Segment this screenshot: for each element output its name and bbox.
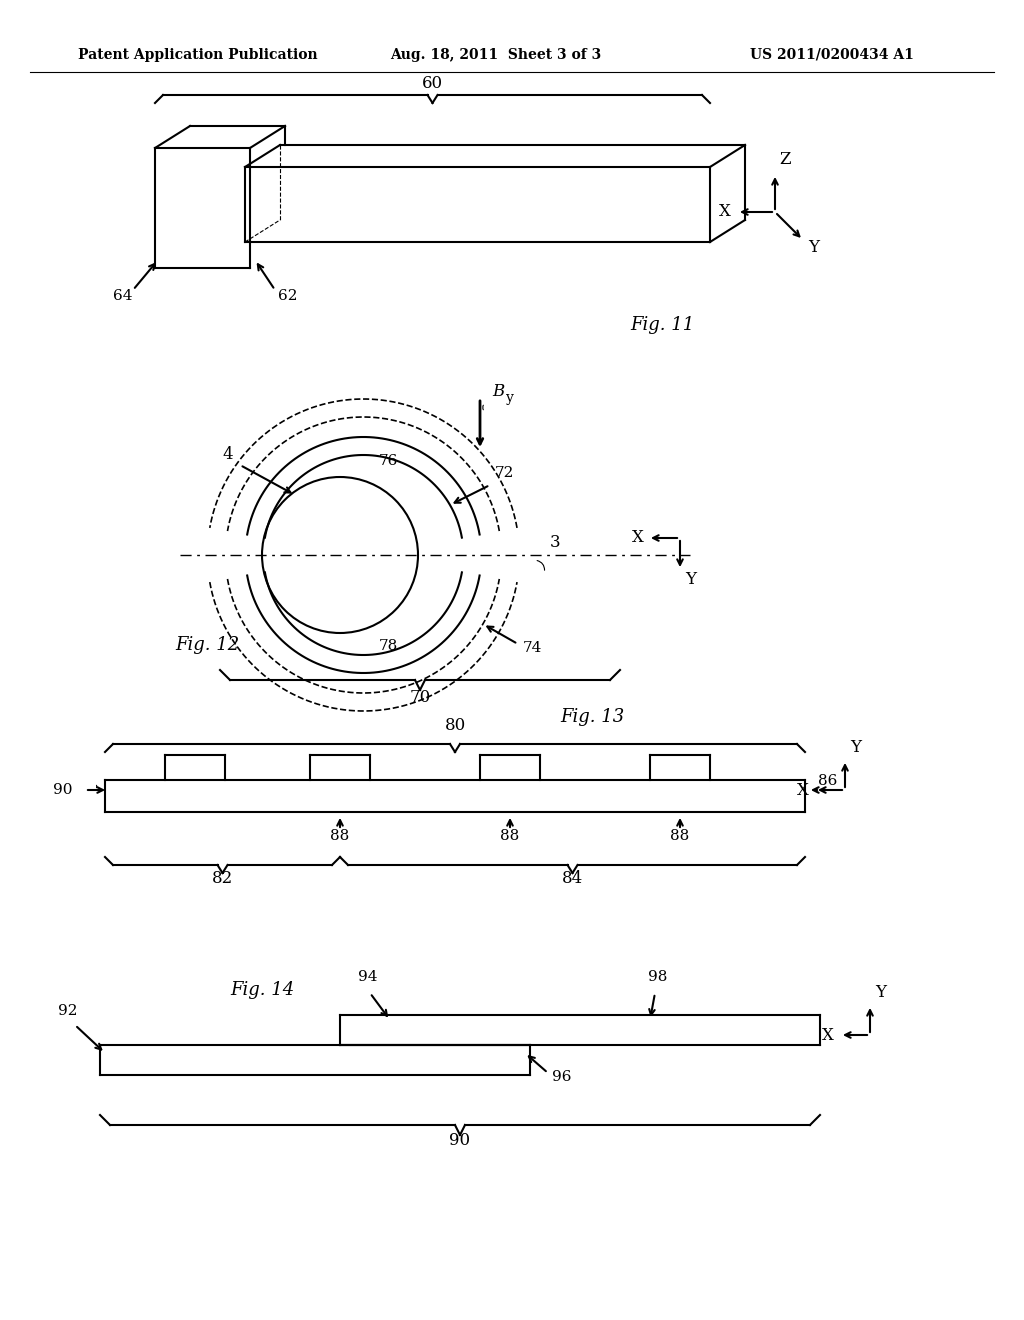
- Text: 94: 94: [358, 970, 378, 983]
- Text: 76: 76: [379, 454, 397, 469]
- Text: 90: 90: [53, 783, 73, 797]
- Text: 70: 70: [410, 689, 431, 706]
- Text: Y: Y: [874, 983, 886, 1001]
- Text: 88: 88: [331, 829, 349, 843]
- Text: X: X: [719, 203, 731, 220]
- Text: Fig. 12: Fig. 12: [175, 636, 240, 653]
- Text: 3: 3: [550, 535, 560, 550]
- Text: 92: 92: [58, 1005, 78, 1018]
- Text: 60: 60: [422, 74, 443, 91]
- Text: 86: 86: [818, 774, 838, 788]
- Text: US 2011/0200434 A1: US 2011/0200434 A1: [750, 48, 913, 62]
- Text: 90: 90: [450, 1133, 471, 1148]
- Text: 82: 82: [212, 870, 233, 887]
- Text: 88: 88: [671, 829, 689, 843]
- Text: Fig. 14: Fig. 14: [230, 981, 294, 999]
- Text: B: B: [492, 383, 504, 400]
- Text: 88: 88: [501, 829, 519, 843]
- Text: Fig. 11: Fig. 11: [630, 315, 694, 334]
- Text: Aug. 18, 2011  Sheet 3 of 3: Aug. 18, 2011 Sheet 3 of 3: [390, 48, 601, 62]
- Text: 84: 84: [562, 870, 583, 887]
- Text: X: X: [797, 781, 809, 799]
- Text: Z: Z: [779, 150, 791, 168]
- Text: 4: 4: [222, 446, 232, 463]
- Text: y: y: [506, 391, 514, 405]
- Text: 78: 78: [379, 639, 397, 653]
- Text: Y: Y: [685, 572, 696, 587]
- Text: Patent Application Publication: Patent Application Publication: [78, 48, 317, 62]
- Text: Y: Y: [850, 739, 861, 756]
- Text: Y: Y: [808, 239, 819, 256]
- Text: Fig. 13: Fig. 13: [560, 708, 625, 726]
- Text: 64: 64: [114, 289, 133, 304]
- Text: X: X: [822, 1027, 834, 1044]
- Text: 80: 80: [444, 717, 466, 734]
- Text: X: X: [632, 529, 644, 546]
- Text: 62: 62: [279, 289, 298, 304]
- Text: 98: 98: [648, 970, 668, 983]
- Text: 72: 72: [495, 466, 514, 480]
- Text: 74: 74: [523, 642, 543, 655]
- Text: 96: 96: [552, 1071, 571, 1084]
